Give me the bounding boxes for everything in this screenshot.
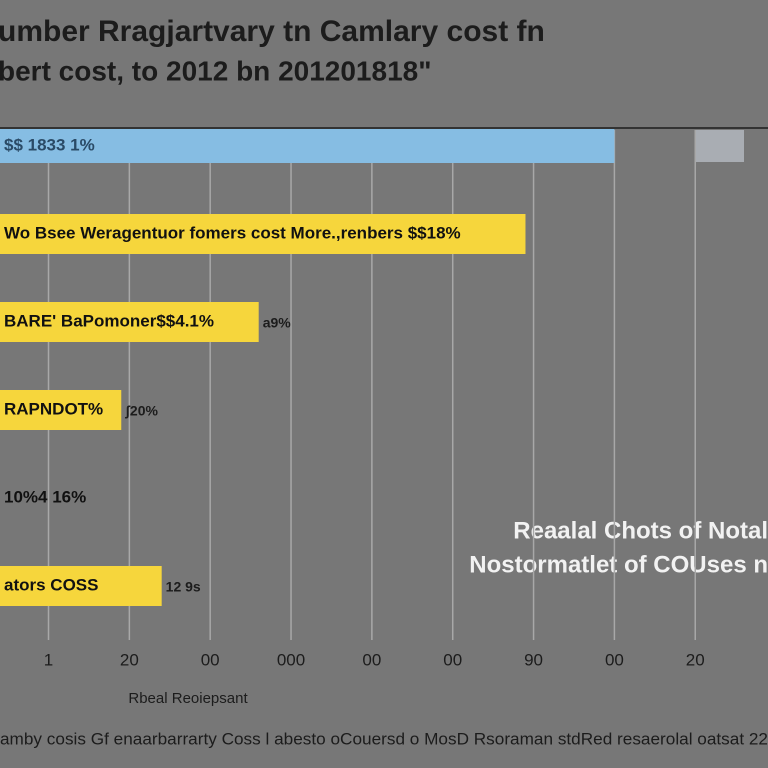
bar-label: 10%4 16% (4, 487, 86, 506)
x-tick-label: 00 (362, 650, 381, 669)
x-axis-label: Rbeal Reoiepsant (128, 690, 248, 707)
x-tick-label: 20 (686, 650, 705, 669)
annotation: Reaalal Chots of Notal (513, 517, 768, 544)
chart-title: umber Rragjartvary tn Camlary cost fn (0, 15, 545, 48)
bar-label: $$ 1833 1% (4, 135, 95, 154)
end-label: a9% (263, 315, 292, 331)
decor-block (695, 130, 744, 162)
bar-label: RAPNDOT% (4, 399, 103, 418)
x-tick-label: 90 (524, 650, 543, 669)
end-label: ʃ20% (124, 403, 158, 419)
annotation: Nostormatlet of COUses n (469, 551, 768, 578)
x-tick-label: 000 (277, 650, 305, 669)
chart-title: bert cost, to 2012 bn 201201818" (0, 55, 432, 86)
bar (0, 129, 615, 163)
x-tick-label: 20 (120, 650, 139, 669)
end-label: 12 9s (166, 579, 201, 595)
bar (0, 302, 259, 342)
bar (0, 214, 526, 254)
x-tick-label: 00 (443, 650, 462, 669)
bar-label: BARE' BaPomoner$$4.1% (4, 311, 214, 330)
x-tick-label: 00 (605, 650, 624, 669)
bar-label: Wo Bsee Weragentuor fomers cost More.,re… (4, 223, 461, 242)
x-tick-label: 1 (44, 650, 53, 669)
x-tick-label: 00 (201, 650, 220, 669)
bar (0, 566, 162, 606)
footer: amby cosis Gf enaarbarrarty Coss l abest… (0, 729, 768, 748)
bar-label: ators COSS (4, 575, 98, 594)
bar (0, 390, 122, 430)
